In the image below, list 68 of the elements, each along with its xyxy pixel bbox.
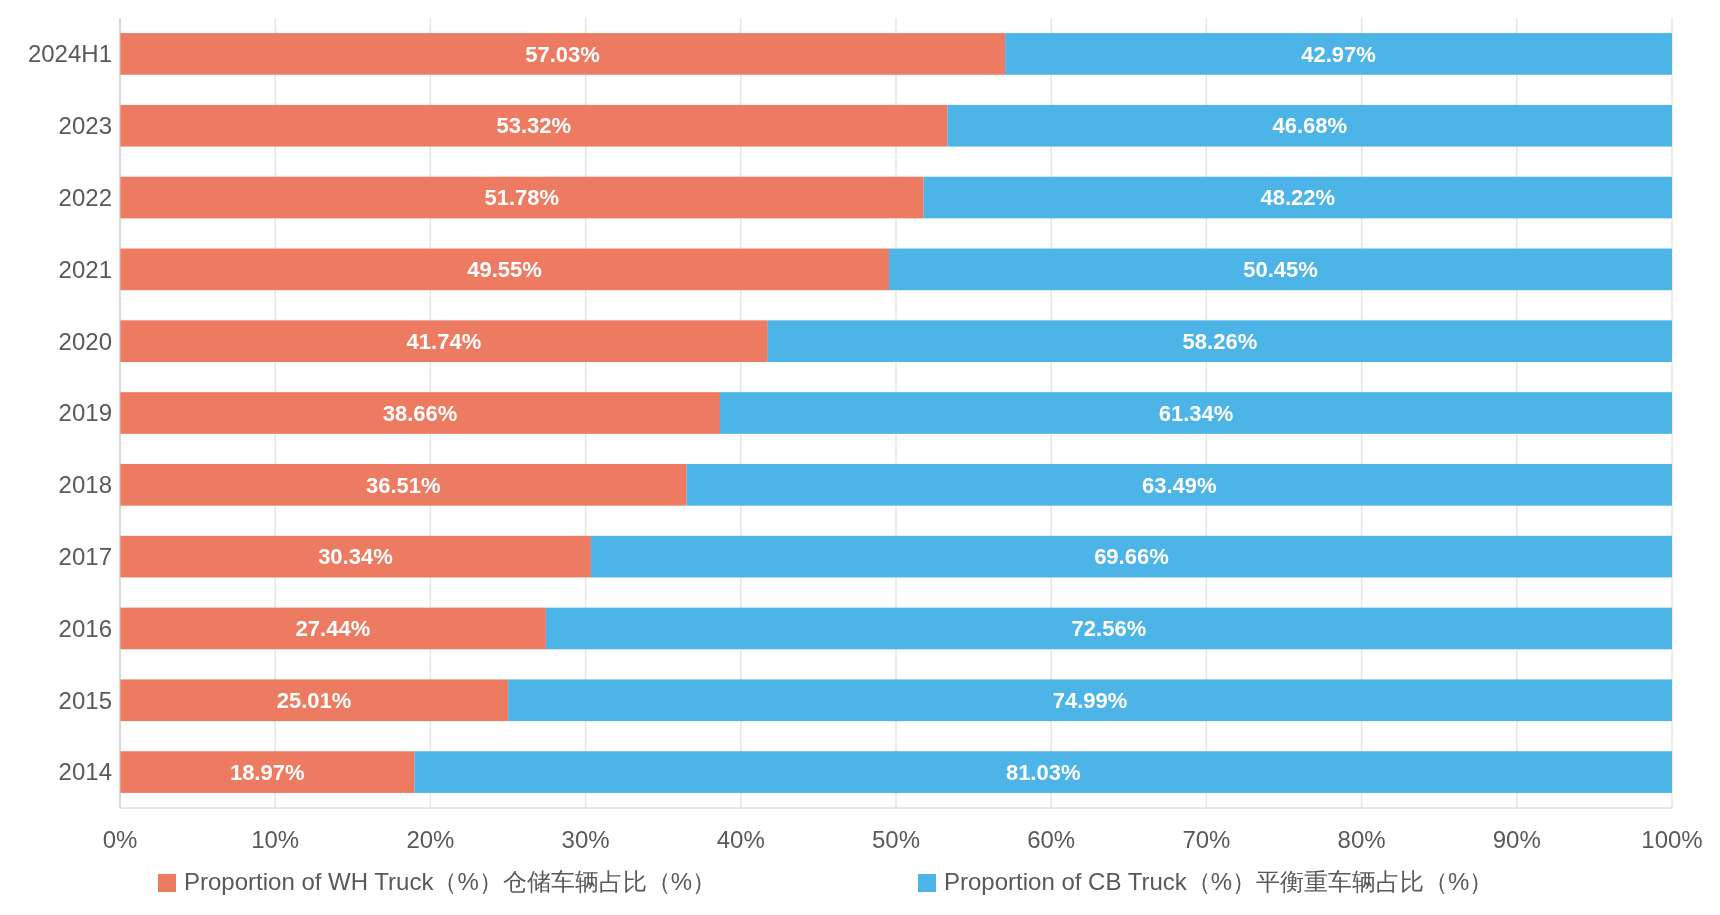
x-tick-label: 30% [561,826,610,853]
data-label: 41.74% [406,328,482,354]
bar [120,535,591,578]
y-tick-label: 2024H1 [27,40,112,68]
x-tick-label: 40% [716,826,765,853]
data-label: 25.01% [276,687,352,713]
data-label: 27.44% [295,616,371,642]
y-tick-label: 2019 [58,399,112,427]
legend-label: Proportion of WH Truck（%）仓储车辆占比（%） [184,868,717,895]
data-label: 30.34% [318,544,393,570]
bar [120,751,415,793]
data-label: 48.22% [1260,185,1336,211]
y-tick-label: 2018 [58,471,112,499]
y-tick-label: 2015 [58,686,112,714]
data-label: 50.45% [1243,257,1318,283]
data-label: 18.97% [229,759,305,785]
x-tick-label: 60% [1027,826,1076,853]
bar [947,104,1672,147]
x-tick-label: 20% [406,826,455,853]
data-label: 61.34% [1158,400,1234,426]
bar [120,607,546,650]
y-tick-label: 2017 [58,543,112,571]
bar [120,320,768,363]
bar [120,392,720,434]
data-label: 53.32% [496,113,572,139]
x-tick-label: 70% [1182,826,1231,853]
bar [923,176,1672,219]
x-tick-label: 100% [1641,826,1703,853]
bar [889,248,1672,291]
data-label: 51.78% [484,185,560,211]
data-label: 42.97% [1301,41,1376,67]
y-tick-label: 2014 [58,758,112,786]
bar [120,463,687,506]
bar [120,104,948,147]
data-label: 57.03% [525,41,600,67]
bar [720,392,1672,434]
data-label: 63.49% [1142,472,1217,498]
y-tick-label: 2016 [58,614,112,642]
y-tick-label: 2022 [58,183,112,211]
bar [590,535,1672,578]
bar [686,463,1672,506]
bar [767,320,1672,363]
bar [545,607,1672,650]
data-label: 38.66% [382,400,458,426]
y-tick-label: 2023 [58,112,112,140]
data-label: 58.26% [1182,328,1258,354]
x-tick-label: 90% [1492,826,1541,853]
data-label: 46.68% [1272,113,1348,139]
bar [414,751,1672,793]
legend-label: Proportion of CB Truck（%）平衡重车辆占比（%） [944,868,1494,895]
bar [120,176,924,219]
bar [120,248,890,291]
data-label: 74.99% [1052,687,1128,713]
x-tick-label: 80% [1337,826,1386,853]
x-tick-label: 0% [102,826,138,853]
data-label: 72.56% [1071,616,1147,642]
bar [120,679,509,722]
bar [1005,33,1672,75]
x-tick-label: 50% [871,826,921,853]
y-tick-label: 2021 [58,255,112,283]
bar [508,679,1672,722]
data-label: 81.03% [1005,759,1081,785]
data-label: 69.66% [1094,544,1169,570]
y-tick-label: 2020 [58,327,112,355]
bar [120,33,1006,75]
data-label: 49.55% [467,257,542,283]
data-label: 36.51% [366,472,441,498]
x-tick-label: 10% [251,826,300,853]
